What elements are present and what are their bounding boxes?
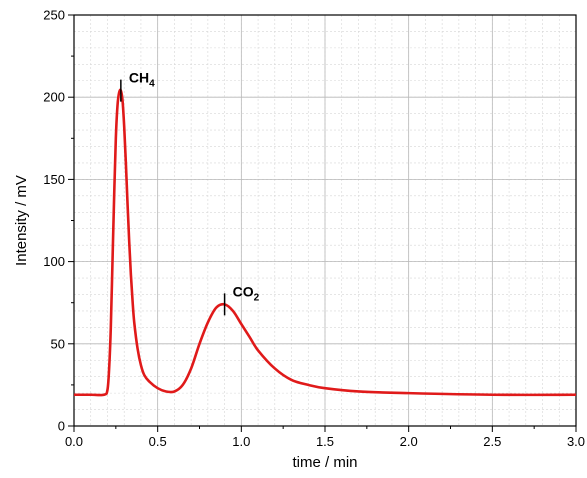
peak-label: CH4 xyxy=(129,70,155,90)
y-tick-label: 50 xyxy=(51,336,65,351)
x-tick-label: 2.0 xyxy=(400,434,418,449)
y-tick-label: 250 xyxy=(43,8,65,23)
x-tick-label: 2.5 xyxy=(483,434,501,449)
y-tick-label: 150 xyxy=(43,172,65,187)
peak-annotations: CH4 CO2 xyxy=(120,70,260,316)
x-tick-label: 1.5 xyxy=(316,434,334,449)
x-tick-label: 3.0 xyxy=(567,434,585,449)
peak-label: CO2 xyxy=(233,283,260,303)
axis-ticks xyxy=(68,14,577,432)
x-tick-labels: 0.0 0.5 1.0 1.5 2.0 2.5 3.0 xyxy=(65,434,585,449)
y-tick-label: 0 xyxy=(58,419,65,434)
y-tick-labels: 0 50 100 150 200 250 xyxy=(43,8,65,434)
x-axis-label: time / min xyxy=(292,454,357,471)
y-axis-label: Intensity / mV xyxy=(13,175,30,266)
x-tick-label: 0.0 xyxy=(65,434,83,449)
y-tick-label: 200 xyxy=(43,90,65,105)
grid xyxy=(73,14,577,427)
y-tick-label: 100 xyxy=(43,254,65,269)
series-line xyxy=(74,88,577,397)
x-tick-label: 0.5 xyxy=(149,434,167,449)
x-tick-label: 1.0 xyxy=(232,434,250,449)
